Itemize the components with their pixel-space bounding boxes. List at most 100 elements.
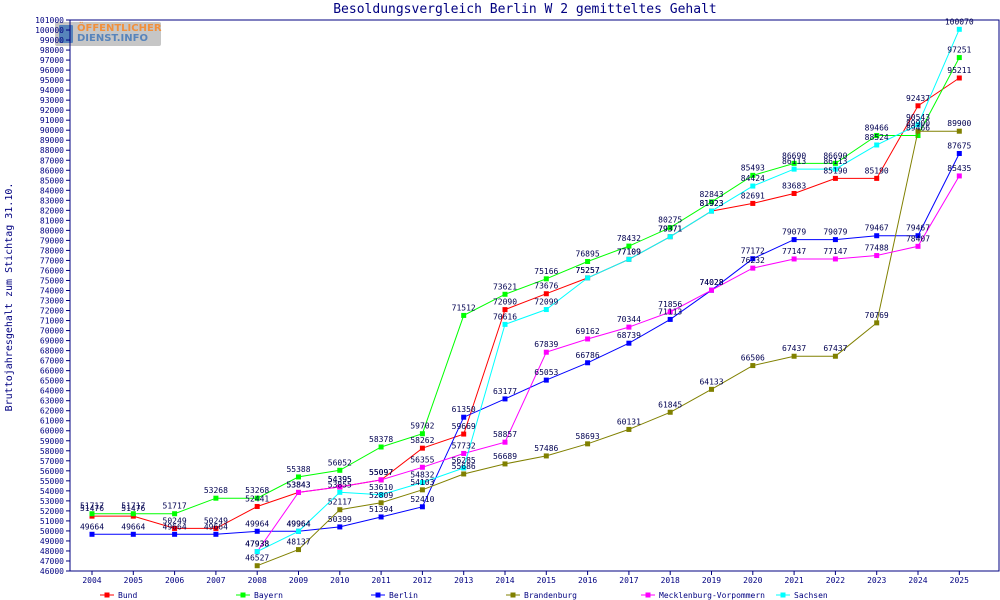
- data-point-bund: [874, 175, 880, 181]
- data-point-brandenburg: [956, 128, 962, 134]
- data-label-mecklenburg-vorpommern: 47938: [245, 540, 269, 549]
- data-point-bayern: [874, 133, 880, 139]
- data-label-bund: 51476: [80, 504, 104, 513]
- data-label-sachsen: 56285: [452, 456, 476, 465]
- data-label-berlin: 79079: [823, 228, 847, 237]
- data-label-bund: 58262: [410, 436, 434, 445]
- data-point-bund: [750, 200, 756, 206]
- data-label-bayern: 78432: [617, 234, 641, 243]
- data-point-mecklenburg-vorpommern: [874, 253, 880, 259]
- data-label-bund: 82691: [741, 191, 765, 200]
- data-point-berlin: [915, 233, 921, 239]
- series-mecklenburg-vorpommern: [254, 173, 962, 555]
- data-label-berlin: 49664: [80, 522, 104, 531]
- y-tick-label: 67000: [40, 357, 64, 366]
- x-tick-label: 2013: [454, 576, 473, 585]
- data-label-bund: 79371: [658, 225, 682, 234]
- y-tick-label: 47000: [40, 557, 64, 566]
- y-tick-label: 64000: [40, 387, 64, 396]
- x-tick-label: 2015: [537, 576, 556, 585]
- y-tick-label: 52000: [40, 507, 64, 516]
- data-label-bund: 73676: [534, 282, 558, 291]
- data-point-bayern: [337, 467, 343, 473]
- data-label-bayern: 51717: [163, 502, 187, 511]
- data-label-bayern: 73621: [493, 282, 517, 291]
- data-point-bayern: [543, 276, 549, 282]
- data-point-bayern: [791, 160, 797, 166]
- data-label-berlin: 51394: [369, 505, 393, 514]
- data-point-mecklenburg-vorpommern: [956, 173, 962, 179]
- data-label-sachsen: 54832: [410, 471, 434, 480]
- y-tick-label: 96000: [40, 66, 64, 75]
- chart-title: Besoldungsvergleich Berlin W 2 gemittelt…: [333, 2, 717, 17]
- series-line-mecklenburg-vorpommern: [256, 175, 960, 552]
- data-point-brandenburg: [502, 461, 508, 467]
- legend-marker-bayern: [240, 592, 246, 598]
- x-axis: 2004 2005 2006 2007 2008 2009 2010 2011 2012 2013…: [82, 571, 969, 585]
- data-point-berlin: [832, 237, 838, 243]
- y-tick-label: 60000: [40, 427, 64, 436]
- data-label-mecklenburg-vorpommern: 56355: [410, 455, 434, 464]
- data-label-sachsen: 81923: [699, 199, 723, 208]
- data-label-mecklenburg-vorpommern: 58857: [493, 430, 517, 439]
- data-point-mecklenburg-vorpommern: [419, 464, 425, 470]
- data-point-bayern: [667, 225, 673, 231]
- data-label-bayern: 89466: [865, 124, 889, 133]
- data-point-bund: [172, 525, 178, 531]
- x-tick-label: 2012: [413, 576, 432, 585]
- data-point-brandenburg: [709, 386, 714, 392]
- data-point-berlin: [213, 531, 219, 537]
- data-point-berlin: [130, 531, 136, 537]
- data-label-bund: 59669: [452, 422, 476, 431]
- data-point-mecklenburg-vorpommern: [585, 336, 591, 342]
- data-label-mecklenburg-vorpommern: 76232: [741, 256, 765, 265]
- data-label-brandenburg: 89900: [906, 119, 930, 128]
- data-point-bayern: [461, 312, 467, 318]
- data-label-sachsen: 86113: [823, 157, 847, 166]
- y-tick-label: 83000: [40, 196, 64, 205]
- legend-label-sachsen: Sachsen: [794, 591, 828, 600]
- y-tick-label: 97000: [40, 56, 64, 65]
- y-tick-label: 70000: [40, 327, 64, 336]
- y-tick-label: 95000: [40, 76, 64, 85]
- y-tick-label: 56000: [40, 467, 64, 476]
- data-label-sachsen: 100070: [945, 17, 974, 26]
- y-tick-label: 46000: [40, 567, 64, 576]
- x-tick-label: 2010: [330, 576, 349, 585]
- data-label-bayern: 51717: [121, 502, 145, 511]
- data-label-bund: 72090: [493, 298, 517, 307]
- y-tick-label: 80000: [40, 226, 64, 235]
- y-tick-label: 91000: [40, 116, 64, 125]
- data-point-berlin: [667, 316, 673, 322]
- data-point-bund: [915, 103, 921, 109]
- data-label-bund: 54395: [328, 475, 352, 484]
- x-tick-label: 2009: [289, 576, 308, 585]
- data-label-brandenburg: 61845: [658, 400, 682, 409]
- data-label-sachsen: 86113: [782, 157, 806, 166]
- data-point-brandenburg: [626, 426, 632, 432]
- data-label-bund: 51476: [121, 504, 145, 513]
- legend-marker-bund: [104, 592, 110, 598]
- data-label-bayern: 53268: [245, 486, 269, 495]
- legend-label-bund: Bund: [118, 591, 137, 600]
- data-label-bund: 85190: [823, 166, 847, 175]
- data-label-brandenburg: 67437: [823, 344, 847, 353]
- data-label-brandenburg: 66506: [741, 354, 765, 363]
- x-tick-label: 2021: [784, 576, 803, 585]
- data-label-mecklenburg-vorpommern: 71856: [658, 300, 682, 309]
- data-label-berlin: 79467: [906, 224, 930, 233]
- data-label-berlin: 71113: [658, 307, 682, 316]
- y-tick-label: 61000: [40, 417, 64, 426]
- data-label-berlin: 79467: [865, 224, 889, 233]
- data-label-brandenburg: 67437: [782, 344, 806, 353]
- legend-marker-sachsen: [780, 592, 786, 598]
- x-tick-label: 2024: [908, 576, 927, 585]
- data-point-sachsen: [461, 465, 467, 471]
- data-point-mecklenburg-vorpommern: [750, 265, 756, 271]
- y-tick-label: 81000: [40, 216, 64, 225]
- data-point-bayern: [89, 511, 95, 517]
- data-label-bund: 85190: [865, 166, 889, 175]
- data-point-bayern: [130, 511, 136, 517]
- legend-marker-mecklenburg-vorpommern: [645, 592, 651, 598]
- data-label-bund: 52441: [245, 494, 269, 503]
